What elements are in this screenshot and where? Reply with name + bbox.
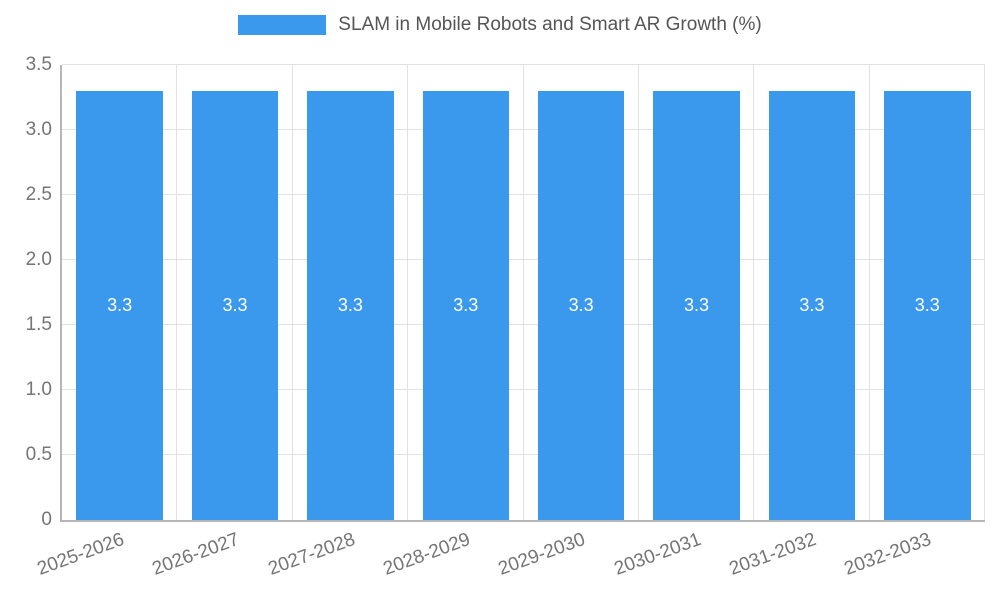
bar-value-label: 3.3 xyxy=(568,295,594,315)
x-gridline xyxy=(407,65,409,520)
bar-value-label: 3.3 xyxy=(453,295,479,315)
chart-title: SLAM in Mobile Robots and Smart AR Growt… xyxy=(338,14,762,35)
x-tick-label: 2029-2030 xyxy=(495,529,589,580)
x-gridline xyxy=(522,65,524,520)
y-gridline xyxy=(62,324,985,325)
y-gridline xyxy=(62,454,985,455)
y-tick-label: 0.5 xyxy=(25,444,52,465)
y-tick-label: 3.5 xyxy=(25,54,52,75)
bar[interactable]: 3.3 xyxy=(537,91,625,520)
bar-value-label: 3.3 xyxy=(107,295,133,315)
x-gridline xyxy=(637,65,639,520)
bar[interactable]: 3.3 xyxy=(422,91,510,520)
bar-value-label: 3.3 xyxy=(337,295,363,315)
bar-value-label: 3.3 xyxy=(222,295,248,315)
legend: SLAM in Mobile Robots and Smart AR Growt… xyxy=(0,14,1000,36)
x-tick-label: 2025-2026 xyxy=(34,529,127,580)
plot-area: 0 0.5 1.0 1.5 2.0 2.5 3.0 3.5 3.3 3.3 3.3 3.3 3.3 3.3… xyxy=(26,54,985,580)
y-tick-label: 3.0 xyxy=(25,119,52,140)
y-gridline xyxy=(62,259,985,260)
x-gridline xyxy=(984,65,985,520)
x-gridline xyxy=(753,65,755,520)
x-tick-label: 2031-2032 xyxy=(726,529,820,580)
bar[interactable]: 3.3 xyxy=(307,91,394,520)
x-tick-label: 2032-2033 xyxy=(841,529,935,580)
y-gridline xyxy=(62,129,985,130)
x-tick-label: 2027-2028 xyxy=(265,529,358,580)
bar[interactable]: 3.3 xyxy=(884,91,971,520)
y-tick-label: 2.5 xyxy=(25,184,52,205)
legend-item[interactable]: SLAM in Mobile Robots and Smart AR Growt… xyxy=(238,14,762,36)
x-tick-label: 2028-2029 xyxy=(380,529,473,580)
legend-swatch-icon xyxy=(238,15,327,35)
bar-value-label: 3.3 xyxy=(684,295,710,315)
x-gridline xyxy=(291,65,293,520)
x-gridline xyxy=(868,65,870,520)
x-tick-label: 2026-2027 xyxy=(149,529,243,580)
y-tick-label: 1.5 xyxy=(25,314,52,335)
y-gridline xyxy=(62,194,985,195)
y-tick-label: 2.0 xyxy=(25,249,52,270)
bar-value-label: 3.3 xyxy=(914,295,940,315)
bar[interactable]: 3.3 xyxy=(768,91,856,520)
y-tick-label: 0 xyxy=(41,509,52,530)
y-gridline xyxy=(62,389,985,390)
bar[interactable]: 3.3 xyxy=(76,91,163,520)
x-gridline xyxy=(176,65,178,520)
x-tick-label: 2030-2031 xyxy=(611,529,704,580)
y-gridline xyxy=(62,64,985,65)
bar[interactable]: 3.3 xyxy=(191,91,279,520)
y-tick-label: 1.0 xyxy=(25,379,52,400)
bar[interactable]: 3.3 xyxy=(653,91,740,520)
bar-value-label: 3.3 xyxy=(799,295,825,315)
